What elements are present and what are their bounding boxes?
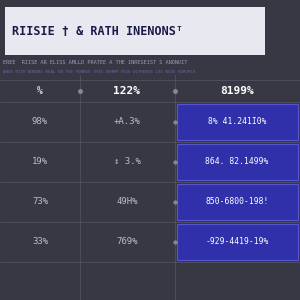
Text: 850-6800-198!: 850-6800-198! (205, 197, 269, 206)
Text: %: % (37, 86, 43, 96)
Text: 98%: 98% (32, 118, 48, 127)
Text: 33%: 33% (32, 238, 48, 247)
FancyBboxPatch shape (177, 144, 298, 180)
Text: +A.3%: +A.3% (114, 118, 140, 127)
Text: 864. 82.1499%: 864. 82.1499% (205, 158, 269, 166)
Text: 49H%: 49H% (116, 197, 138, 206)
Text: ANOS RITH NONORS REAL ON THE PONROS THIS VOHMM YEOS WITHORIS 191 NOOS VORUPCS: ANOS RITH NONORS REAL ON THE PONROS THIS… (3, 70, 196, 74)
Text: 73%: 73% (32, 197, 48, 206)
Text: 19%: 19% (32, 158, 48, 166)
FancyBboxPatch shape (5, 7, 265, 55)
Text: -929-4419-19%: -929-4419-19% (205, 238, 269, 247)
Text: 8% 41.241I0%: 8% 41.241I0% (208, 118, 266, 127)
FancyBboxPatch shape (177, 184, 298, 220)
Text: 769%: 769% (116, 238, 138, 247)
FancyBboxPatch shape (177, 104, 298, 140)
Text: ↕ 3.%: ↕ 3.% (114, 158, 140, 166)
FancyBboxPatch shape (177, 224, 298, 260)
Text: 8199%: 8199% (220, 86, 254, 96)
Text: RIISIE † & RATH INENONSᵀ: RIISIE † & RATH INENONSᵀ (12, 25, 183, 38)
Text: 122%: 122% (113, 86, 140, 96)
Text: ΕREE  RIISE AR ELISS AMLLD PRATEE A THE INRESEIST S ANONUIT: ΕREE RIISE AR ELISS AMLLD PRATEE A THE I… (3, 61, 188, 65)
